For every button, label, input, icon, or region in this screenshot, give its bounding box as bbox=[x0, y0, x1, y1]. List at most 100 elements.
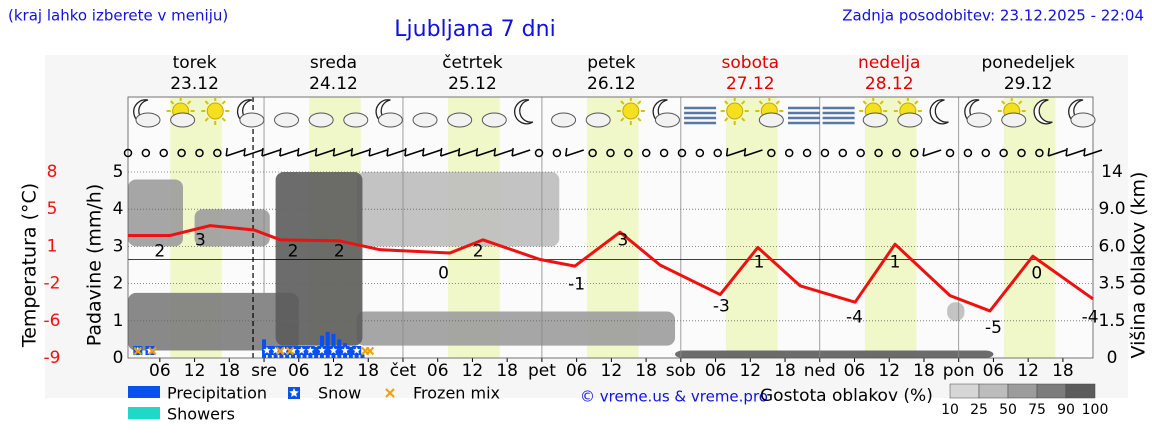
x-tick-label: 18 bbox=[357, 361, 379, 381]
snow-marker bbox=[317, 346, 327, 355]
cloud bbox=[551, 112, 577, 128]
barb bbox=[315, 149, 334, 157]
temperature-tick-label: 5 bbox=[47, 199, 58, 219]
temperature-label: -5 bbox=[985, 318, 1002, 338]
barb bbox=[494, 149, 513, 157]
cloud bbox=[1001, 112, 1027, 128]
x-tick-label: 18 bbox=[913, 361, 935, 381]
day-name: sobota bbox=[722, 53, 780, 73]
cloud bbox=[862, 112, 888, 128]
cloud bbox=[654, 112, 680, 128]
snow-star bbox=[329, 346, 338, 354]
x-tick-label: 12 bbox=[323, 361, 345, 381]
snow-star bbox=[297, 346, 306, 354]
calm bbox=[695, 148, 705, 158]
moon bbox=[1033, 99, 1053, 125]
barb-flag bbox=[457, 147, 461, 157]
y2-tick-label: 6.0 bbox=[1098, 236, 1125, 256]
precip-bar bbox=[331, 333, 336, 358]
cloud-layer bbox=[947, 302, 965, 321]
frozen-mix-marker bbox=[133, 346, 143, 356]
cloud bbox=[447, 112, 473, 128]
cloud-layer bbox=[675, 350, 994, 358]
ray bbox=[221, 100, 226, 105]
ray bbox=[170, 100, 175, 105]
barb-flag bbox=[1065, 147, 1068, 157]
ray bbox=[620, 100, 625, 105]
x-tick-label: pet bbox=[528, 361, 556, 381]
weather-icons bbox=[133, 97, 1096, 128]
weather-icon bbox=[551, 112, 577, 128]
legend-showers-swatch bbox=[128, 407, 160, 419]
calm bbox=[981, 148, 991, 158]
weather-icon bbox=[893, 97, 923, 128]
sun bbox=[726, 102, 744, 120]
barb bbox=[333, 149, 352, 157]
cloud-layer bbox=[356, 172, 560, 247]
barb-flag bbox=[314, 147, 318, 157]
ray bbox=[724, 100, 729, 105]
snow-marker bbox=[352, 346, 362, 355]
legend-frozen-mix bbox=[385, 388, 395, 398]
snow-star bbox=[341, 346, 349, 354]
calm bbox=[802, 148, 812, 158]
calm bbox=[856, 148, 865, 158]
weather-icon bbox=[787, 106, 820, 125]
barb bbox=[744, 149, 763, 157]
y2-axis-title: Višina oblakov (km) bbox=[1128, 172, 1150, 359]
x-tick-label: 18 bbox=[635, 361, 657, 381]
temperature-label: 2 bbox=[334, 242, 345, 262]
sun bbox=[206, 102, 224, 120]
cloud bbox=[481, 112, 507, 128]
barb bbox=[351, 149, 370, 157]
cloud bbox=[343, 112, 369, 128]
cloud bbox=[135, 112, 161, 128]
frozen-mix-marker bbox=[365, 346, 375, 356]
x-tick-label: 12 bbox=[878, 361, 900, 381]
day-date: 27.12 bbox=[726, 74, 775, 94]
x-tick-label: 06 bbox=[288, 361, 310, 381]
x-tick-label: 12 bbox=[601, 361, 623, 381]
x-tick-label: 12 bbox=[739, 361, 761, 381]
x-tick-label: 18 bbox=[1052, 361, 1074, 381]
calm bbox=[677, 148, 687, 158]
snow-star bbox=[271, 346, 280, 354]
calm bbox=[123, 148, 133, 158]
y2-tick-label: 3.5 bbox=[1098, 274, 1125, 294]
cloud bbox=[239, 112, 265, 128]
day-name: četrtek bbox=[442, 53, 503, 73]
snow-marker bbox=[297, 346, 307, 355]
weather-icon bbox=[720, 97, 749, 125]
barb bbox=[1048, 149, 1067, 157]
precip-bar bbox=[360, 354, 365, 358]
barb-flag bbox=[475, 147, 479, 157]
snow-marker bbox=[329, 346, 339, 355]
cloud-scale-swatch bbox=[1065, 383, 1096, 399]
y-tick-label: 5 bbox=[113, 162, 124, 182]
y-tick-label: 3 bbox=[113, 236, 124, 256]
weather-icon bbox=[822, 106, 855, 125]
x-stroke bbox=[385, 388, 395, 398]
temperature-tick-label: -6 bbox=[44, 311, 61, 331]
ray bbox=[741, 100, 746, 105]
ray bbox=[724, 117, 729, 122]
cloud bbox=[897, 112, 923, 128]
cloud-scale-label: 50 bbox=[999, 402, 1017, 418]
cloud-legend-title: Gostota oblakov (%) bbox=[760, 386, 933, 406]
ray bbox=[914, 100, 919, 105]
temperature-label: -1 bbox=[568, 274, 585, 294]
y-axis-title: Padavine (mm/h) bbox=[84, 184, 106, 347]
weather-icon bbox=[308, 112, 334, 128]
precip-bar bbox=[354, 352, 359, 358]
legend-snow-star bbox=[289, 388, 299, 398]
calm bbox=[1035, 148, 1044, 158]
y-tick-label: 1 bbox=[113, 311, 124, 331]
day-name: torek bbox=[173, 53, 217, 73]
calm bbox=[213, 148, 222, 158]
frozen-mix-marker bbox=[276, 346, 285, 356]
calm bbox=[892, 148, 901, 158]
temperature-line bbox=[128, 224, 1094, 313]
weather-icon bbox=[201, 97, 230, 125]
y2-tick-label: 9.0 bbox=[1098, 199, 1125, 219]
